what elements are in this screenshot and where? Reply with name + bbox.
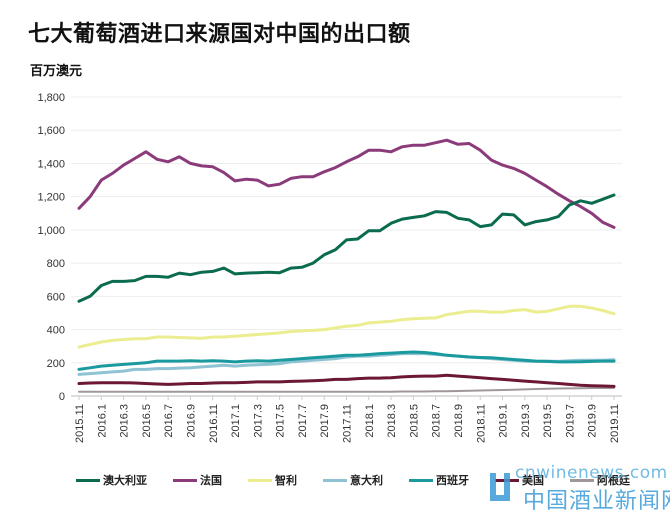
series-line-6 <box>77 373 616 388</box>
x-tick-label: 2016.3 <box>119 404 131 438</box>
legend-swatch <box>323 478 347 482</box>
legend-swatch <box>570 478 594 482</box>
legend-swatch <box>173 478 197 482</box>
y-axis-ticks: 0 200 400 600 800 1,000 1,200 1,400 1,600 1,800 <box>37 92 65 403</box>
x-tick-label: 2019.11 <box>609 404 621 443</box>
chart-title: 七大葡萄酒进口来源国对中国的出口额 <box>28 22 411 47</box>
legend-item: 法国 <box>173 472 222 488</box>
series-lines <box>77 138 616 393</box>
legend-label: 意大利 <box>350 474 383 487</box>
x-tick-label: 2017.5 <box>275 404 287 438</box>
watermark-domain: cnwinenews.com <box>515 463 668 483</box>
x-tick-label: 2016.9 <box>185 404 197 438</box>
legend-label: 美国 <box>522 474 544 487</box>
y-tick-label: 1,000 <box>37 225 65 237</box>
legend-label: 阿根廷 <box>597 474 630 487</box>
y-tick-label: 400 <box>47 325 65 337</box>
x-tick-label: 2019.1 <box>498 404 510 438</box>
x-tick-label: 2016.5 <box>141 404 153 438</box>
gridlines <box>71 96 622 397</box>
y-tick-label: 1,200 <box>37 192 65 204</box>
y-tick-label: 1,400 <box>37 158 65 170</box>
x-tick-label: 2019.9 <box>587 404 599 438</box>
legend-swatch <box>409 478 433 482</box>
x-tick-label: 2018.3 <box>386 404 398 438</box>
series-line-7 <box>78 387 615 393</box>
legend-label: 法国 <box>200 474 222 487</box>
x-axis-ticks: 2015.11 2016.1 2016.3 2016.5 2016.7 2016.9 201… <box>74 396 621 443</box>
x-tick-label: 2018.1 <box>364 404 376 438</box>
legend-item: 智利 <box>248 472 297 488</box>
legend-item: 阿根廷 <box>570 472 630 488</box>
series-line-1 <box>77 193 616 303</box>
x-tick-label: 2018.11 <box>475 404 487 443</box>
x-tick-label: 2017.7 <box>297 404 309 438</box>
x-tick-label: 2018.5 <box>408 404 420 438</box>
x-tick-label: 2016.7 <box>163 404 175 438</box>
y-tick-label: 200 <box>47 358 65 370</box>
legend-swatch <box>76 478 100 482</box>
legend-label: 智利 <box>275 474 297 487</box>
x-tick-label: 2016.11 <box>208 404 220 443</box>
x-tick-label: 2015.11 <box>74 404 86 443</box>
y-tick-label: 1,600 <box>37 125 65 137</box>
series-line-3 <box>77 304 616 349</box>
y-tick-label: 600 <box>47 291 65 303</box>
y-axis-unit-label: 百万澳元 <box>30 64 83 79</box>
legend-item: 西班牙 <box>409 472 469 488</box>
legend: 澳大利亚 法国 智利 意大利 西班牙 美国 阿根廷 <box>76 472 656 488</box>
series-line-5 <box>77 350 616 371</box>
x-tick-label: 2017.1 <box>230 404 242 438</box>
legend-label: 澳大利亚 <box>103 474 147 487</box>
legend-item: 澳大利亚 <box>76 472 147 488</box>
x-tick-label: 2017.11 <box>342 404 354 443</box>
x-tick-label: 2017.9 <box>319 404 331 438</box>
x-tick-label: 2016.1 <box>96 404 108 438</box>
x-tick-label: 2018.9 <box>453 404 465 438</box>
y-tick-label: 0 <box>59 391 65 403</box>
x-tick-label: 2019.3 <box>520 404 532 438</box>
legend-item: 意大利 <box>323 472 383 488</box>
x-tick-label: 2019.7 <box>564 404 576 438</box>
legend-label: 西班牙 <box>436 474 469 487</box>
x-tick-label: 2019.5 <box>542 404 554 438</box>
legend-swatch <box>248 478 272 482</box>
series-line-2 <box>77 138 616 229</box>
y-tick-label: 800 <box>47 258 65 270</box>
x-tick-label: 2017.3 <box>252 404 264 438</box>
watermark-logo-icon <box>490 473 510 501</box>
watermark-site-name: 中国酒业新闻网 <box>523 489 670 514</box>
x-tick-label: 2018.7 <box>431 404 443 438</box>
y-tick-label: 1,800 <box>37 92 65 104</box>
